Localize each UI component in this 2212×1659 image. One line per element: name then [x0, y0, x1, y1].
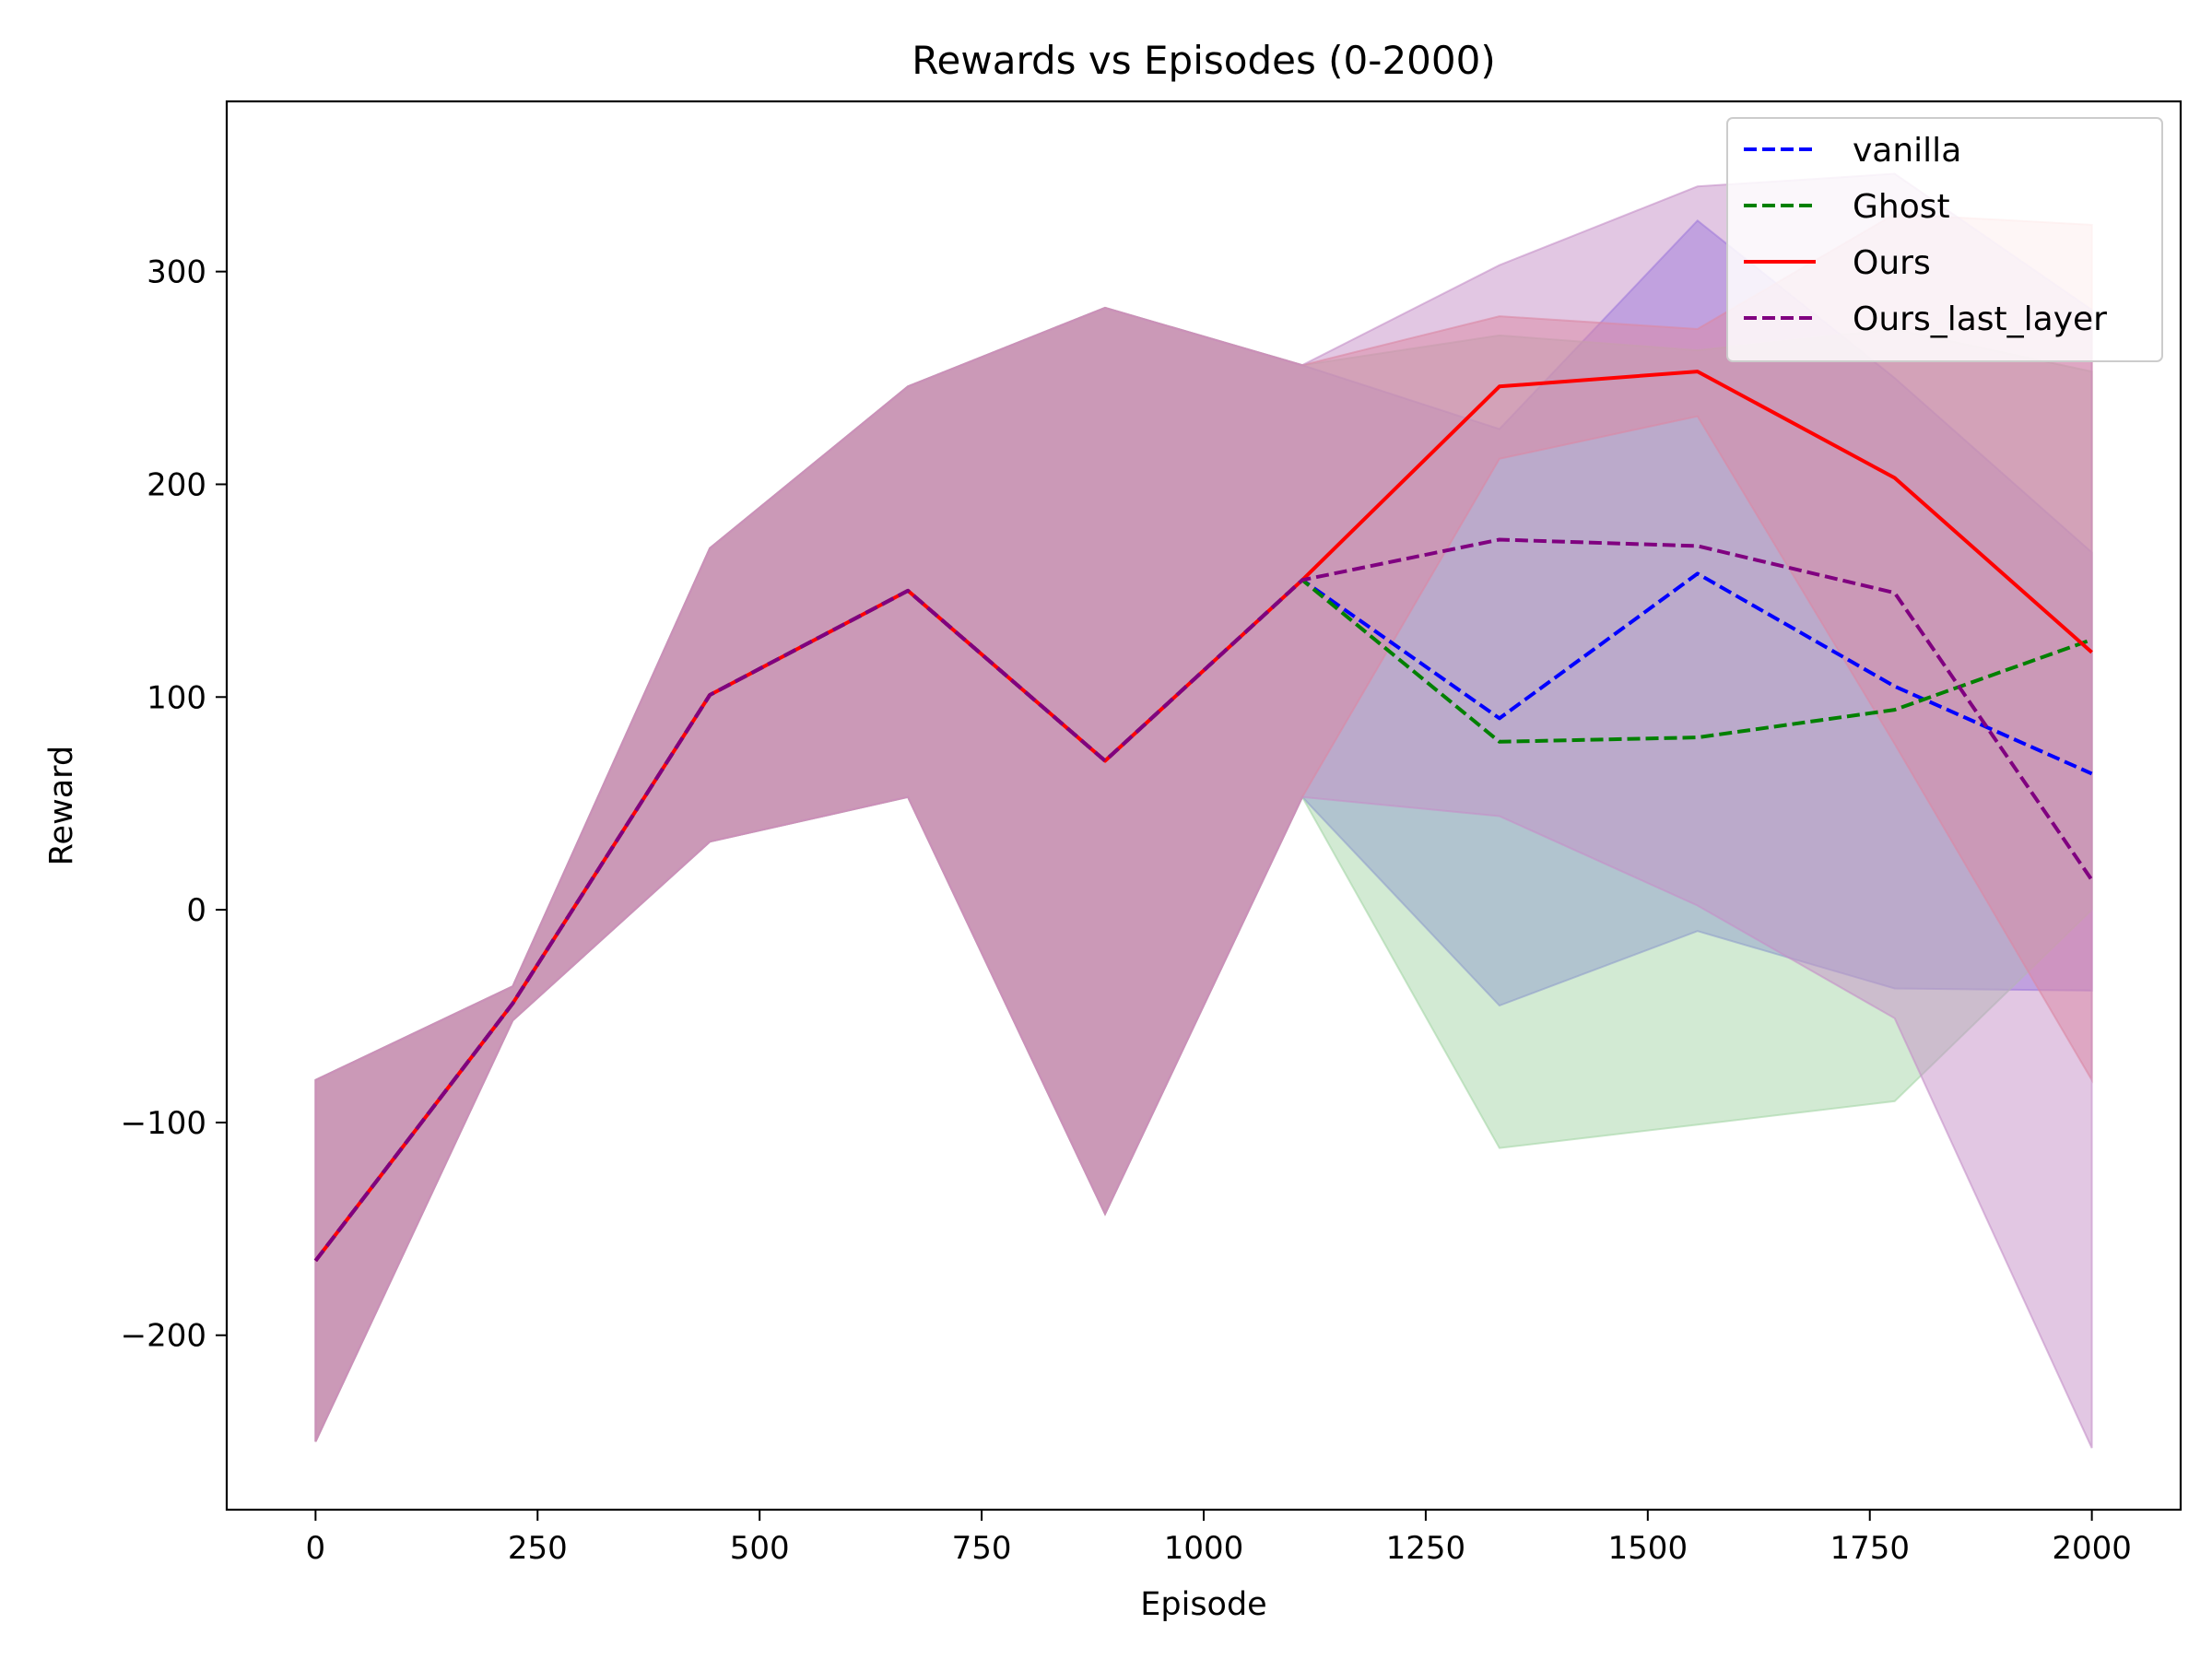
- series-lines: [313, 370, 2094, 1263]
- x-tick-label: 750: [952, 1530, 1012, 1567]
- legend: vanilla Ghost Ours Ours_last_layer: [1726, 117, 2163, 362]
- legend-box: [1726, 117, 2163, 362]
- x-axis-ticks: 0 250 500 750 1000 1250 1500 1750 2000: [306, 1510, 2132, 1567]
- x-axis-label: Episode: [1140, 1586, 1266, 1623]
- x-tick-label: 1750: [1830, 1530, 1910, 1567]
- legend-label-ours-last-layer: Ours_last_layer: [1853, 300, 2107, 338]
- y-tick-label: −100: [121, 1105, 206, 1142]
- x-tick-label: 0: [306, 1530, 326, 1567]
- y-tick-label: −200: [121, 1318, 206, 1355]
- legend-label-vanilla: vanilla: [1853, 132, 1961, 170]
- x-tick-label: 500: [730, 1530, 790, 1567]
- legend-label-ours: Ours: [1853, 244, 1931, 282]
- x-tick-label: 2000: [2052, 1530, 2132, 1567]
- x-tick-label: 1000: [1164, 1530, 1244, 1567]
- y-axis-ticks: −200 −100 0 100 200 300: [121, 254, 227, 1355]
- series-line-ours-last-layer: [313, 537, 2094, 1263]
- y-tick-label: 300: [147, 254, 206, 291]
- y-tick-label: 0: [186, 892, 206, 929]
- y-axis-label: Reward: [43, 746, 80, 865]
- band-ours-last-layer: [314, 172, 2093, 1449]
- legend-label-ghost: Ghost: [1853, 188, 1950, 226]
- x-tick-label: 1500: [1608, 1530, 1688, 1567]
- x-tick-label: 1250: [1386, 1530, 1466, 1567]
- y-tick-label: 100: [147, 679, 206, 716]
- chart-title: Rewards vs Episodes (0-2000): [912, 38, 1495, 83]
- confidence-bands: [314, 172, 2093, 1449]
- y-tick-label: 200: [147, 466, 206, 503]
- x-tick-label: 250: [508, 1530, 568, 1567]
